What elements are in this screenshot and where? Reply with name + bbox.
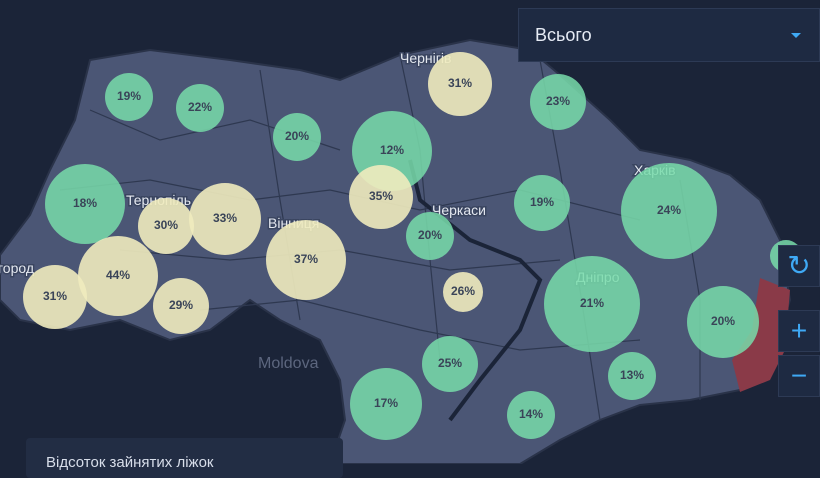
bubble — [266, 220, 346, 300]
bubble — [608, 352, 656, 400]
bubble — [443, 272, 483, 312]
dropdown-value: Всього — [535, 25, 592, 45]
page: ЧернігівТернопільВінницяЧеркасиХарківДні… — [0, 8, 820, 478]
bubble — [507, 391, 555, 439]
bubble — [105, 73, 153, 121]
bubble-label: 31% — [448, 76, 472, 90]
bubble — [138, 198, 194, 254]
bubble-label: 19% — [530, 195, 554, 209]
bubble — [514, 175, 570, 231]
bubble — [406, 212, 454, 260]
bubble-label: 20% — [711, 314, 735, 328]
bubble — [350, 368, 422, 440]
bubble — [621, 163, 717, 259]
legend-panel: Відсоток зайнятих ліжок — [26, 438, 343, 478]
bubble — [544, 256, 640, 352]
bubble-label: 14% — [519, 407, 543, 421]
bubble-label: 26% — [451, 284, 475, 298]
bubble-label: 25% — [438, 356, 462, 370]
zoom-out-button[interactable]: − — [778, 355, 820, 397]
river — [408, 159, 543, 422]
bubble-label: 21% — [580, 296, 604, 310]
bubble-label: 19% — [117, 89, 141, 103]
map: ЧернігівТернопільВінницяЧеркасиХарківДні… — [0, 38, 802, 464]
zoom-in-button[interactable]: + — [778, 310, 820, 352]
bubble-label: 20% — [285, 129, 309, 143]
bubble-label: 24% — [657, 203, 681, 217]
legend-title: Відсоток зайнятих ліжок — [46, 454, 214, 471]
bubble-label: 18% — [73, 196, 97, 210]
bubble — [153, 278, 209, 334]
bubble-label: 35% — [369, 189, 393, 203]
bubble — [422, 336, 478, 392]
bubble — [78, 236, 158, 316]
bubble — [687, 286, 759, 358]
bubble — [176, 84, 224, 132]
bubble-label: 30% — [154, 218, 178, 232]
bubble-label: 23% — [546, 94, 570, 108]
bubble — [45, 164, 125, 244]
place-label: Черкаси — [432, 202, 486, 218]
bubble-label: 13% — [620, 368, 644, 382]
bubble — [349, 165, 413, 229]
place-label: Moldova — [258, 355, 319, 372]
bubble-label: 17% — [374, 396, 398, 410]
bubble-label: 20% — [418, 228, 442, 242]
occupied-region — [732, 278, 790, 392]
bubble-label: 12% — [380, 143, 404, 157]
filter-dropdown[interactable]: Всього — [518, 8, 820, 62]
bubble — [273, 113, 321, 161]
bubble-label: 44% — [106, 268, 130, 282]
refresh-button[interactable]: ↻ — [778, 245, 820, 287]
bubble-label: 31% — [43, 289, 67, 303]
place-label: город — [0, 260, 34, 276]
bubble-label: 29% — [169, 298, 193, 312]
bubble — [428, 52, 492, 116]
bubble — [530, 74, 586, 130]
bubble — [23, 265, 87, 329]
bubble-label: 33% — [213, 211, 237, 225]
bubble-label: 22% — [188, 100, 212, 114]
bubble — [189, 183, 261, 255]
bubble-label: 37% — [294, 252, 318, 266]
